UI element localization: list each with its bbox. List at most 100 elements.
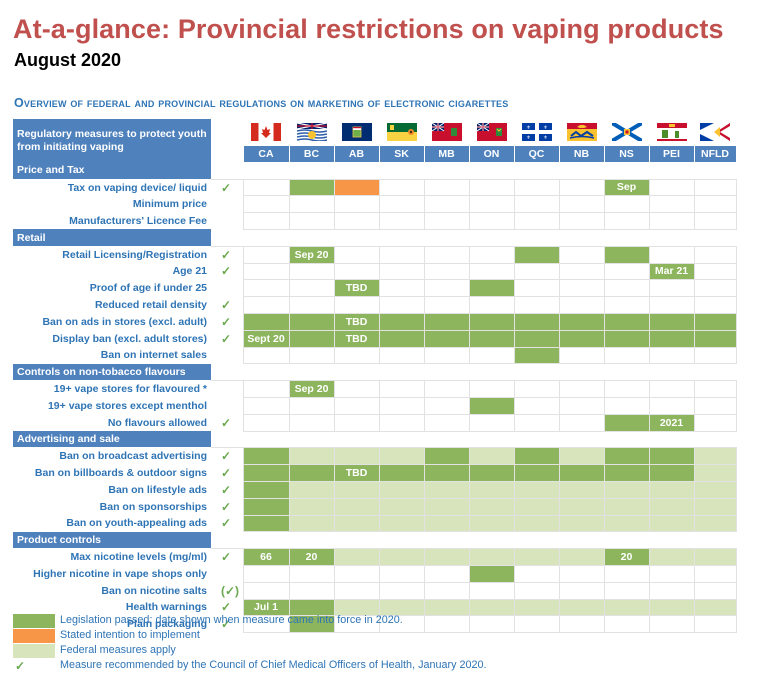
legend-text: Measure recommended by the Council of Ch… [60, 659, 487, 671]
cell-on [468, 312, 515, 331]
legend-text: Federal measures apply [60, 644, 176, 656]
section-heading: Product controls [13, 531, 211, 550]
measure-label: 19+ vape stores for flavoured * [53, 383, 207, 396]
cell-bc [288, 346, 335, 365]
cell-ns [603, 564, 650, 583]
cell-on [468, 178, 515, 197]
newfoundland-flag-icon [700, 123, 730, 141]
cell-ca [242, 480, 290, 499]
legend-swatch-green [13, 614, 55, 628]
cell-nfld [693, 195, 737, 214]
cell-nfld [693, 497, 737, 516]
cell-bc [288, 329, 335, 348]
column-header-qc: QC [513, 145, 560, 163]
table-row: Ban on lifestyle ads ✓ [13, 480, 737, 499]
cell-on [468, 514, 515, 533]
table-row: Ban on youth-appealing ads ✓ [13, 514, 737, 533]
measure-label: Higher nicotine in vape shops only [33, 567, 207, 580]
manitoba-flag-icon [431, 123, 462, 141]
measure-label: Age 21 [172, 265, 207, 278]
cell-sk [378, 178, 425, 197]
table-row: 19+ vape stores for flavoured * Sep 20 [13, 380, 737, 398]
cell-mb [423, 245, 470, 264]
cell-nb [558, 413, 605, 432]
cell-sk [378, 497, 425, 516]
cell-bc [288, 262, 335, 281]
cell-ns [603, 514, 650, 533]
cell-qc [513, 329, 560, 348]
measure-label: Ban on internet sales [100, 349, 207, 362]
alberta-flag-icon [341, 123, 372, 141]
cell-qc [513, 413, 560, 432]
legend-swatch-light-green [13, 644, 55, 658]
cell-mb [423, 464, 470, 482]
flag-cell [649, 119, 694, 146]
cell-qc [513, 497, 560, 516]
rec-check: ✓ [221, 180, 232, 195]
cell-bc: Sep 20 [288, 380, 335, 398]
cell-pei [648, 312, 695, 331]
cell-ns [603, 464, 650, 482]
cell-qc [513, 480, 560, 499]
cell-nb [558, 329, 605, 348]
page-title: At-a-glance: Provincial restrictions on … [13, 14, 724, 44]
section-heading: Controls on non-tobacco flavours [13, 363, 211, 382]
cell-sk [378, 329, 425, 348]
legend-text: Stated intention to implement [60, 629, 200, 641]
cell-sk [378, 262, 425, 281]
cell-ns [603, 380, 650, 398]
table-row: Ban on billboards & outdoor signs ✓ TBD [13, 464, 737, 482]
cell-pei [648, 564, 695, 583]
measure-label: Ban on nicotine salts [101, 584, 207, 597]
table-row: Ban on broadcast advertising ✓ [13, 447, 737, 466]
cell-sk [378, 312, 425, 331]
cell-ca [242, 279, 290, 298]
check-icon: ✓ [15, 659, 26, 673]
cell-on [468, 245, 515, 264]
table-row: No flavours allowed ✓ 2021 [13, 413, 737, 432]
flag-cell [289, 119, 334, 146]
cell-on [468, 548, 515, 566]
cell-ab [333, 598, 380, 617]
cell-pei [648, 548, 695, 566]
cell-qc [513, 245, 560, 264]
cell-qc [513, 447, 560, 466]
column-header-bc: BC [288, 145, 335, 163]
cell-ab [333, 480, 380, 499]
cell-bc [288, 598, 335, 617]
cell-on [468, 480, 515, 499]
cell-on [468, 195, 515, 214]
cell-nfld [693, 312, 737, 331]
rec-check: ✓ [221, 247, 232, 262]
measure-label: Minimum price [132, 198, 207, 211]
table-row: Ban on ads in stores (excl. adult) ✓ TBD [13, 312, 737, 331]
column-header-mb: MB [423, 145, 470, 163]
new-brunswick-flag-icon [566, 123, 597, 141]
cell-bc [288, 312, 335, 331]
cell-ca: 66 [242, 548, 290, 566]
svg-text:⚜: ⚜ [543, 135, 547, 141]
cell-nb [558, 212, 605, 230]
rec-check [211, 381, 243, 398]
cell-mb [423, 380, 470, 398]
cell-nb [558, 497, 605, 516]
cell-on [468, 380, 515, 398]
cell-qc [513, 598, 560, 617]
cell-ab: TBD [333, 279, 380, 298]
rec-check: ✓ [221, 482, 232, 497]
rec-check [211, 280, 243, 297]
rec-check [211, 347, 243, 364]
cell-nfld [693, 615, 737, 634]
cell-ns [603, 329, 650, 348]
rec-check: ✓ [221, 466, 232, 481]
cell-bc [288, 480, 335, 499]
cell-ns [603, 581, 650, 600]
table-row: Health warnings ✓ Jul 1 [13, 598, 737, 617]
cell-ns [603, 598, 650, 617]
cell-sk [378, 396, 425, 415]
cell-sk [378, 480, 425, 499]
cell-pei [648, 195, 695, 214]
cell-qc [513, 548, 560, 566]
rec-check: ✓ [221, 298, 232, 313]
section-spacer [211, 363, 736, 382]
